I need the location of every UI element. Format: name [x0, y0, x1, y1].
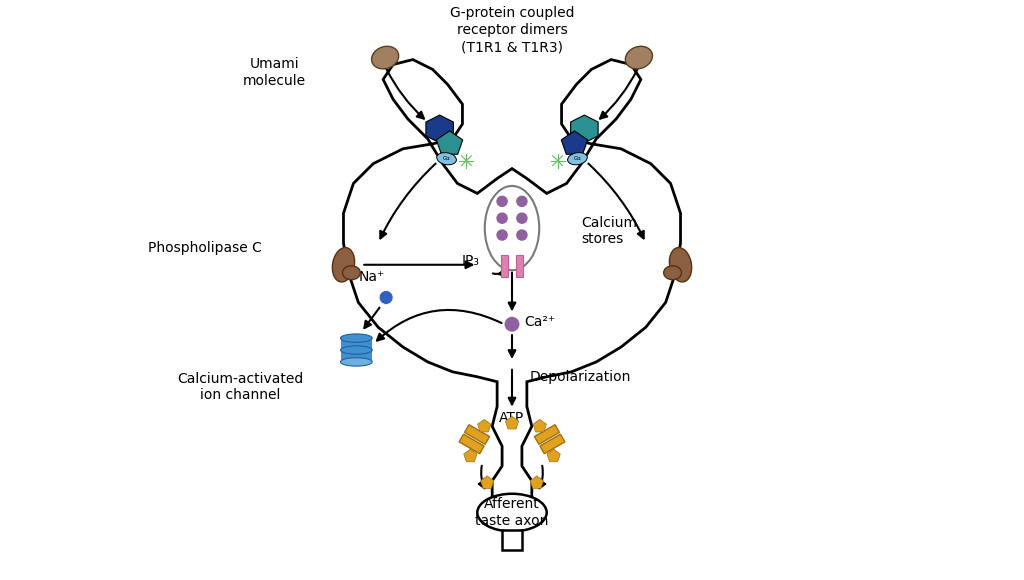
- Ellipse shape: [333, 248, 354, 282]
- Text: IP₃: IP₃: [462, 254, 479, 268]
- Ellipse shape: [484, 186, 540, 270]
- Circle shape: [497, 195, 508, 207]
- Bar: [341, 338, 373, 362]
- Circle shape: [505, 317, 519, 332]
- Polygon shape: [464, 449, 477, 462]
- Text: Umami
molecule: Umami molecule: [243, 57, 305, 88]
- Polygon shape: [530, 476, 544, 488]
- Polygon shape: [426, 115, 454, 143]
- Ellipse shape: [437, 153, 457, 165]
- Text: ATP: ATP: [500, 411, 524, 425]
- Ellipse shape: [342, 266, 360, 280]
- Text: Gα: Gα: [442, 156, 451, 161]
- Text: Gα: Gα: [573, 156, 582, 161]
- Ellipse shape: [341, 334, 373, 342]
- Circle shape: [516, 212, 527, 224]
- Circle shape: [516, 229, 527, 241]
- Ellipse shape: [626, 46, 652, 69]
- Ellipse shape: [664, 266, 682, 280]
- Polygon shape: [459, 434, 484, 454]
- Polygon shape: [477, 419, 490, 432]
- Text: Ca²⁺: Ca²⁺: [524, 316, 555, 329]
- Text: Phospholipase C: Phospholipase C: [148, 241, 262, 255]
- Ellipse shape: [341, 358, 373, 366]
- Polygon shape: [480, 476, 494, 488]
- Polygon shape: [534, 419, 547, 432]
- Ellipse shape: [477, 494, 547, 531]
- Polygon shape: [506, 416, 518, 429]
- Circle shape: [516, 195, 527, 207]
- Text: Afferent
taste axon: Afferent taste axon: [475, 498, 549, 528]
- Polygon shape: [570, 115, 598, 143]
- Polygon shape: [561, 131, 588, 154]
- Ellipse shape: [670, 248, 691, 282]
- Polygon shape: [547, 449, 560, 462]
- Bar: [516, 255, 523, 277]
- Ellipse shape: [372, 46, 398, 69]
- Ellipse shape: [567, 153, 587, 165]
- Polygon shape: [535, 425, 559, 444]
- Text: G-protein coupled
receptor dimers
(T1R1 & T1R3): G-protein coupled receptor dimers (T1R1 …: [450, 6, 574, 54]
- Polygon shape: [502, 531, 522, 550]
- Polygon shape: [465, 425, 489, 444]
- Circle shape: [497, 212, 508, 224]
- Circle shape: [379, 291, 393, 304]
- Text: Calcium-activated
ion channel: Calcium-activated ion channel: [177, 372, 303, 402]
- Ellipse shape: [341, 346, 373, 354]
- Polygon shape: [436, 131, 463, 154]
- Bar: [501, 255, 508, 277]
- Text: Depolarization: Depolarization: [529, 370, 631, 384]
- Polygon shape: [540, 434, 565, 454]
- Circle shape: [497, 229, 508, 241]
- Polygon shape: [343, 60, 681, 525]
- Text: Na⁺: Na⁺: [359, 270, 385, 284]
- Text: Calcium
stores: Calcium stores: [582, 216, 637, 246]
